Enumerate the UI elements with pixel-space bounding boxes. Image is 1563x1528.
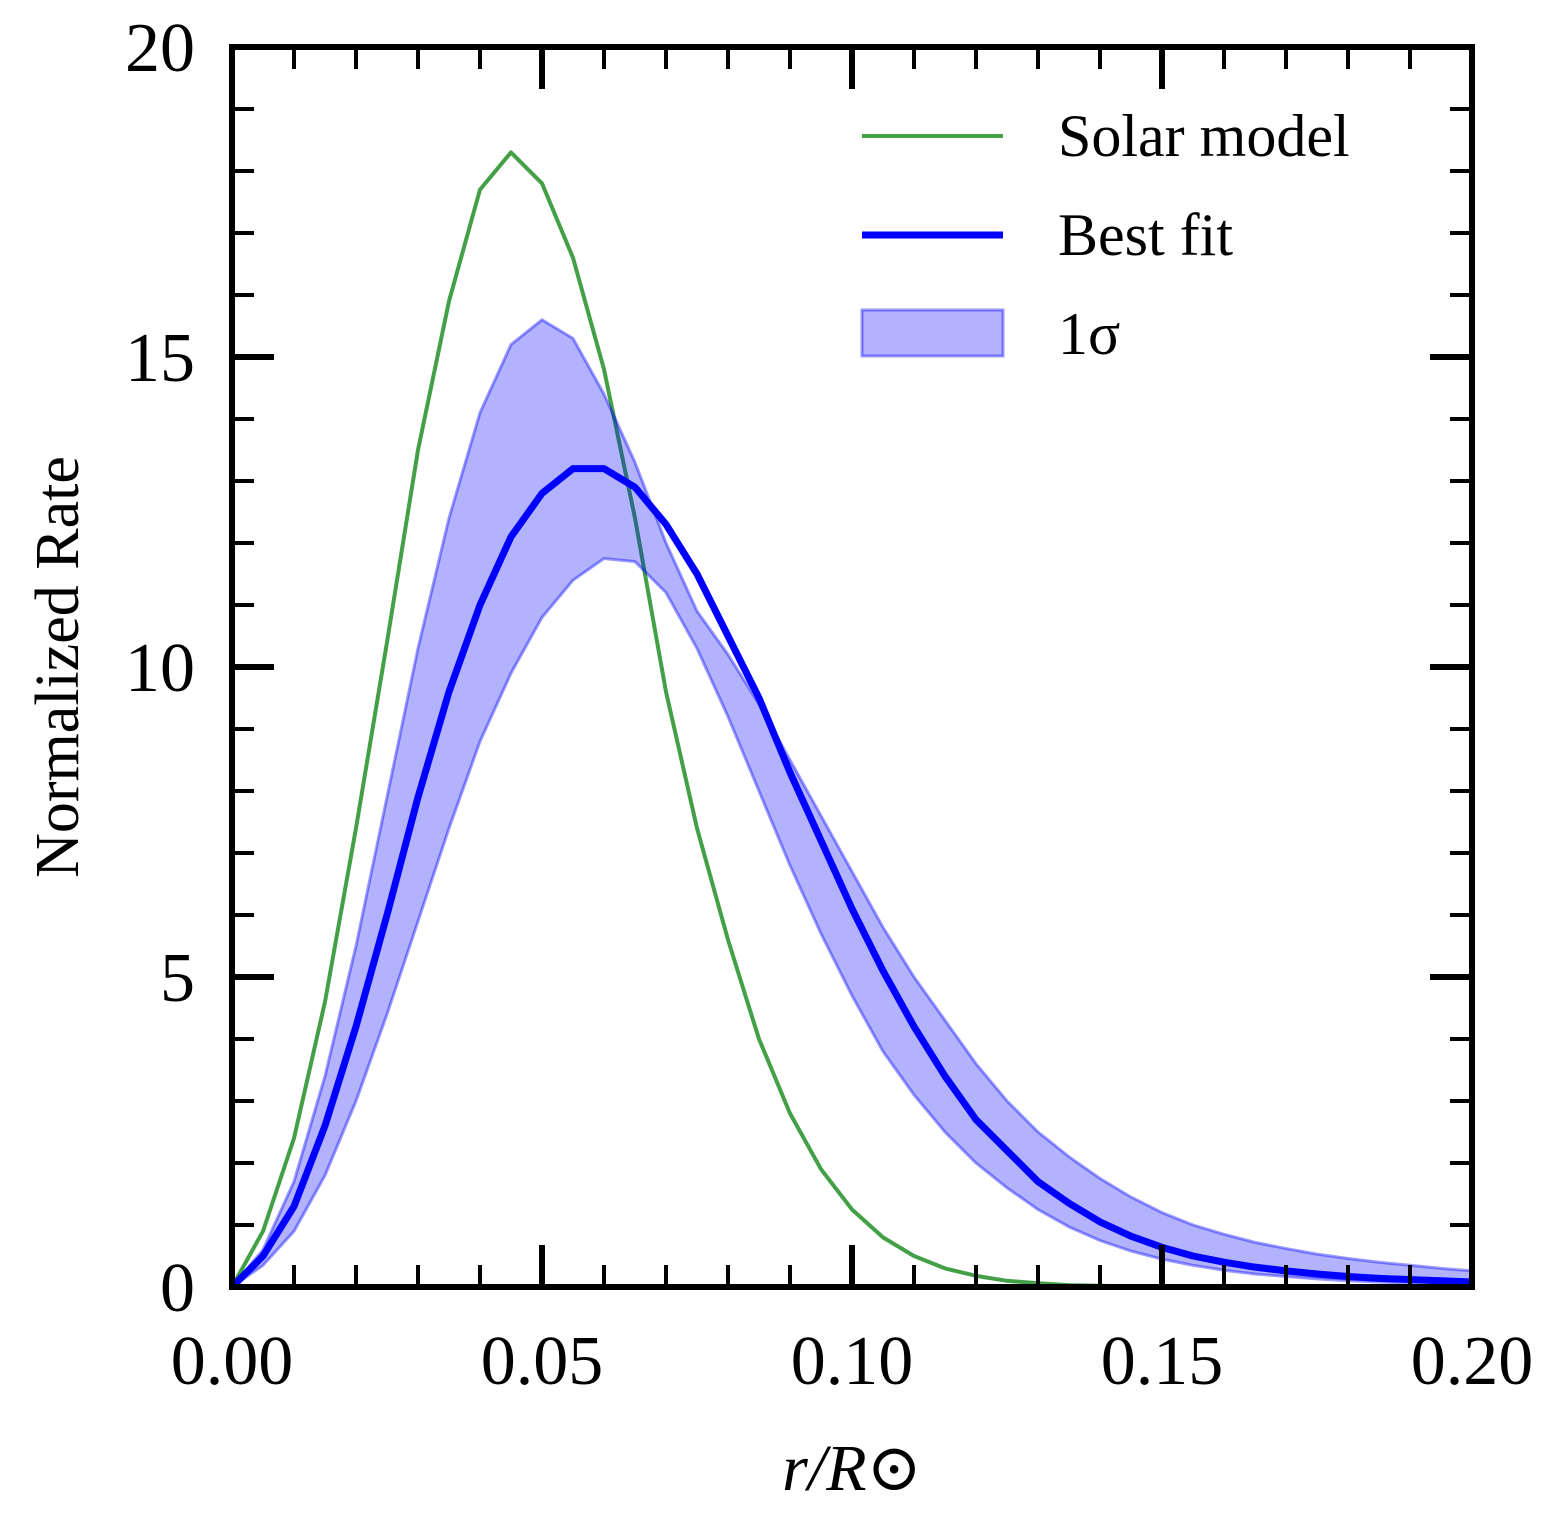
confidence-band: [230, 317, 1474, 1289]
y-tick-label: 10: [125, 630, 195, 707]
x-tick-label: 0.10: [791, 1323, 914, 1400]
legend-label: 1σ: [1058, 301, 1120, 367]
y-tick-label: 5: [160, 940, 195, 1017]
x-tick-label: 0.05: [481, 1323, 604, 1400]
x-tick-label: 0.20: [1411, 1323, 1534, 1400]
y-tick-label: 15: [125, 320, 195, 397]
x-axis-label: r/R⊙: [782, 1432, 922, 1505]
legend-label: Solar model: [1058, 103, 1350, 169]
legend-label: Best fit: [1058, 202, 1233, 268]
x-tick-label: 0.15: [1101, 1323, 1224, 1400]
y-tick-label: 0: [160, 1250, 195, 1327]
y-tick-label: 20: [125, 10, 195, 87]
x-tick-label: 0.00: [171, 1323, 294, 1400]
legend-swatch: [860, 308, 1005, 358]
line: [229, 465, 1473, 1290]
y-axis-label: Normalized Rate: [24, 456, 92, 878]
